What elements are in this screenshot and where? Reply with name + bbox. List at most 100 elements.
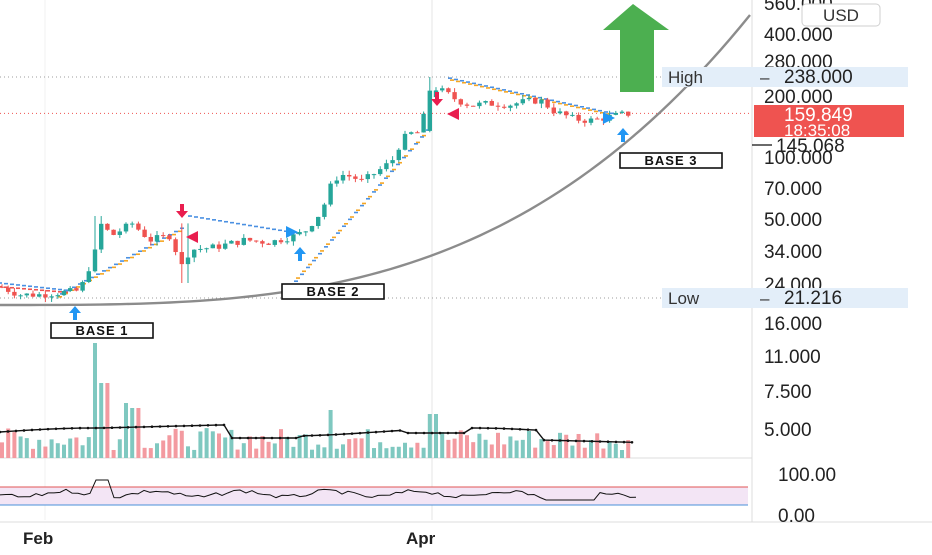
volume-ma-dot — [302, 434, 306, 438]
volume-ma-dot — [454, 431, 458, 435]
candle-body — [99, 223, 104, 250]
candle-body — [12, 291, 17, 296]
volume-ma-dot — [86, 426, 90, 430]
candle-body — [458, 99, 463, 105]
last-price-value: 159.849 — [784, 105, 853, 126]
candle-body — [396, 149, 401, 161]
volume-ma-dot — [438, 431, 442, 435]
volume-ma-dot — [270, 436, 274, 440]
candle-body — [588, 118, 594, 123]
volume-ma-dot — [22, 429, 26, 432]
volume-ma-dot — [550, 439, 554, 442]
candle-body — [192, 249, 197, 258]
volume-bar — [558, 432, 562, 458]
volume-bar — [179, 430, 184, 458]
volume-ma-dot — [166, 425, 170, 428]
volume-bar — [86, 437, 91, 458]
candle-body — [402, 133, 408, 150]
volume-bar — [607, 441, 612, 458]
volume-ma-dot — [6, 430, 10, 433]
volume-bar — [440, 432, 445, 458]
volume-bar — [12, 432, 17, 458]
volume-bar — [167, 435, 172, 458]
blue-up-arrow-icon — [617, 128, 629, 142]
candle-body — [247, 237, 253, 241]
candle-body — [539, 99, 544, 104]
up-arrow-icon — [603, 4, 669, 92]
volume-ma-dot — [278, 436, 282, 440]
volume-ma-dot — [622, 440, 626, 444]
volume-bar — [173, 428, 178, 458]
volume-bar — [0, 442, 4, 458]
candle-body — [260, 241, 265, 244]
volume-ma-dot — [382, 430, 386, 433]
level-value: 238.000 — [784, 67, 853, 88]
volume-ma-dot — [150, 425, 154, 429]
candle-body — [328, 183, 333, 205]
candle-body — [148, 236, 153, 242]
high-label: High –238.000 — [662, 67, 908, 88]
volume-ma-dot — [494, 427, 498, 430]
volume-bar — [384, 448, 389, 458]
volume-ma-dot — [366, 431, 370, 434]
volume-bar — [341, 444, 345, 458]
volume-bar — [415, 442, 420, 458]
price-tick-label: 5.000 — [764, 420, 812, 441]
volume-ma-dot — [462, 431, 466, 435]
candle-body — [123, 223, 129, 232]
volume-bar — [353, 438, 358, 458]
parabolic-curve — [0, 14, 751, 307]
candle-body — [161, 235, 166, 237]
arrow-shape — [617, 128, 629, 142]
volume-ma-dot — [598, 440, 602, 443]
candle-body — [235, 240, 240, 245]
currency-badge: USD — [801, 3, 881, 27]
candle-body — [254, 240, 259, 242]
candle-body — [24, 293, 29, 296]
price-tick-label: 100.000 — [764, 148, 833, 169]
base-annotation: BASE 3 — [619, 152, 723, 169]
volume-ma-dot — [102, 426, 106, 430]
base-box — [50, 322, 154, 339]
red-down-arrow-icon — [431, 92, 443, 106]
volume-ma-dot — [518, 427, 522, 431]
volume-bar — [403, 442, 407, 458]
level-name: High — [668, 68, 703, 87]
volume-bar — [446, 439, 451, 458]
level-box — [662, 288, 908, 308]
volume-bar — [322, 447, 327, 458]
volume-bar — [564, 434, 569, 458]
volume-bar — [551, 445, 556, 458]
price-tick-label: 50.000 — [764, 210, 822, 231]
volume-bar — [254, 448, 259, 458]
volume-ma-dot — [0, 430, 2, 434]
volume-bar — [148, 448, 153, 458]
candle-body — [570, 114, 575, 116]
volume-ma-dot — [78, 426, 82, 430]
volume-bar — [93, 343, 97, 458]
candle-body — [427, 90, 432, 131]
volume-ma-dot — [398, 429, 402, 432]
currency-label: USD — [823, 6, 859, 25]
volume-ma-dot — [46, 427, 50, 431]
volume-ma-dot — [286, 436, 290, 440]
volume-ma-dot — [206, 424, 210, 427]
low-label: Low –21.216 — [662, 288, 908, 309]
labels-layer: BASE 1 BASE 2 BASE 3 — [50, 152, 723, 339]
candle-body — [92, 249, 98, 272]
volume-bar — [520, 439, 525, 458]
volume-bar — [74, 437, 79, 458]
blue-up-arrow-icon — [69, 306, 81, 320]
volume-bar — [589, 440, 593, 458]
volume-bar — [613, 443, 618, 458]
volume-bar — [303, 434, 308, 458]
price-tick-label: 400.000 — [764, 25, 833, 46]
level-name: Low — [668, 289, 700, 308]
level-value: 145.068 — [776, 136, 845, 157]
trailing-stops-layer — [0, 77, 614, 298]
candle-body — [272, 240, 277, 245]
candle-body — [210, 244, 215, 249]
volume-ma-dot — [414, 431, 418, 435]
candle-body — [55, 295, 60, 297]
price-tick-label: 11.000 — [764, 347, 821, 368]
